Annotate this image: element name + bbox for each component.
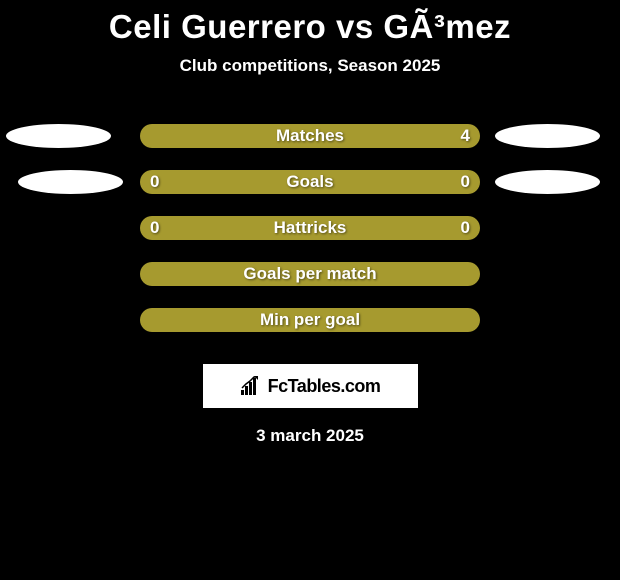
stat-row-goals-per-match: Goals per match	[0, 262, 620, 286]
left-ellipse-icon	[6, 124, 111, 148]
page-title: Celi Guerrero vs GÃ³mez	[109, 8, 511, 46]
stat-row-goals: 0 Goals 0	[0, 170, 620, 194]
stat-label: Goals per match	[243, 264, 376, 284]
right-ellipse-icon	[495, 170, 600, 194]
stat-bar: 0 Goals 0	[140, 170, 480, 194]
stat-row-min-per-goal: Min per goal	[0, 308, 620, 332]
subtitle: Club competitions, Season 2025	[180, 56, 441, 76]
stat-label: Matches	[276, 126, 344, 146]
stat-value-left: 0	[150, 172, 159, 192]
left-ellipse-icon	[18, 170, 123, 194]
stat-bar: 0 Hattricks 0	[140, 216, 480, 240]
stat-value-left: 0	[150, 218, 159, 238]
stat-bar: Min per goal	[140, 308, 480, 332]
date-text: 3 march 2025	[256, 426, 364, 446]
stat-label: Hattricks	[274, 218, 347, 238]
chart-icon	[240, 376, 264, 396]
stat-value-right: 4	[461, 126, 470, 146]
stat-label: Min per goal	[260, 310, 360, 330]
stat-value-right: 0	[461, 218, 470, 238]
stat-label: Goals	[286, 172, 333, 192]
stat-bar: Matches 4	[140, 124, 480, 148]
stat-row-matches: Matches 4	[0, 124, 620, 148]
logo-text: FcTables.com	[268, 376, 381, 397]
right-ellipse-icon	[495, 124, 600, 148]
comparison-container: Celi Guerrero vs GÃ³mez Club competition…	[0, 0, 620, 446]
stat-row-hattricks: 0 Hattricks 0	[0, 216, 620, 240]
logo-box: FcTables.com	[203, 364, 418, 408]
logo-content: FcTables.com	[240, 376, 381, 397]
stat-bar: Goals per match	[140, 262, 480, 286]
stat-value-right: 0	[461, 172, 470, 192]
